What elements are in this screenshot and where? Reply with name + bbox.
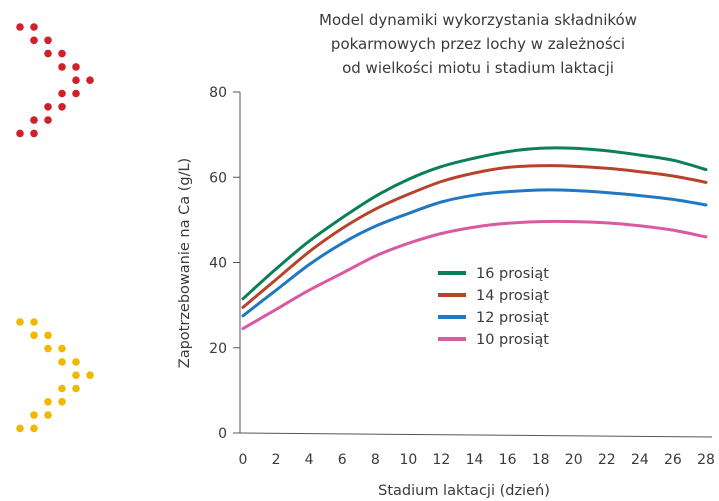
legend: 16 prosiąt 14 prosiąt 12 prosiąt 10 prosiąt (438, 266, 549, 348)
decorative-dot (72, 89, 80, 98)
legend-label: 16 prosiąt (476, 266, 549, 282)
decorative-dot (16, 23, 24, 31)
x-tick-label: 6 (338, 452, 347, 468)
x-tick-label: 4 (305, 452, 314, 468)
decorative-dot (58, 103, 66, 111)
decorative-dot (30, 23, 38, 31)
chart-title-line-2: pokarmowych przez lochy w zależności (331, 35, 625, 53)
x-tick-label: 18 (532, 452, 550, 468)
decorative-dot (30, 411, 38, 419)
chart-title-line-1: Model dynamiki wykorzystania składników (319, 11, 637, 29)
legend-label: 12 prosiąt (476, 310, 549, 326)
x-tick-label: 8 (371, 452, 380, 468)
decorative-dot (86, 371, 94, 380)
x-tick-label: 0 (239, 452, 248, 468)
x-tick-label: 10 (399, 452, 417, 468)
series-line-1 (241, 164, 708, 309)
legend-label: 10 prosiąt (476, 332, 549, 348)
chart-title-line-3: od wielkości miotu i stadium laktacji (342, 59, 614, 77)
decorative-dot (30, 36, 38, 45)
decorative-dot (30, 424, 38, 433)
decorative-dot (44, 49, 52, 58)
decorative-dot (30, 116, 38, 124)
y-tick-label: 80 (209, 85, 227, 101)
series-lines (241, 146, 708, 331)
decorative-dot (58, 49, 66, 58)
decorative-dot (44, 116, 52, 124)
series-line-3 (241, 219, 708, 331)
y-tick-label: 20 (209, 341, 227, 357)
decorative-dot (58, 358, 66, 366)
legend-label: 14 prosiąt (476, 288, 549, 304)
y-axis-label: Zapotrzebowanie na Ca (g/L) (177, 158, 193, 368)
x-tick-label: 26 (664, 452, 682, 468)
x-tick-label: 20 (565, 452, 583, 468)
decorative-dot (16, 129, 24, 138)
decorative-dot (58, 344, 66, 353)
decorative-dot (44, 398, 52, 406)
decorative-dot (72, 371, 80, 380)
decorative-dot (30, 331, 38, 340)
series-line-2 (241, 188, 708, 318)
decorative-dot (58, 398, 66, 406)
x-tick-label: 2 (272, 452, 281, 468)
decorative-dot (44, 36, 52, 45)
x-tick-label: 24 (631, 452, 649, 468)
decorative-dot (30, 129, 38, 138)
x-axis-ticks: 0 2 4 6 8 10 12 14 16 18 20 22 24 26 28 (239, 452, 715, 468)
decorative-dot (86, 76, 94, 84)
x-tick-label: 22 (598, 452, 616, 468)
x-axis-label: Stadium laktacji (dzień) (378, 483, 550, 499)
decorative-dot (58, 89, 66, 98)
y-tick-label: 0 (218, 426, 227, 442)
decorative-dot (30, 318, 38, 326)
series-line-0 (241, 146, 708, 301)
decorative-dot (44, 411, 52, 419)
decorative-dot (16, 318, 24, 326)
x-tick-label: 16 (499, 452, 517, 468)
decorative-dot (44, 331, 52, 340)
x-tick-label: 28 (697, 452, 715, 468)
decorative-dot (58, 384, 66, 393)
decorative-dot (72, 76, 80, 84)
decorative-dot (16, 424, 24, 433)
decorative-dots-red (16, 23, 94, 138)
decorative-dot (72, 63, 80, 71)
y-tick-label: 60 (209, 170, 227, 186)
x-axis-line (239, 432, 713, 438)
decorative-dot (72, 384, 80, 393)
chart-title: Model dynamiki wykorzystania składników … (319, 11, 637, 77)
decorative-dot (72, 358, 80, 366)
y-tick-label: 40 (209, 256, 227, 272)
x-tick-label: 12 (433, 452, 451, 468)
decorative-dot (44, 344, 52, 353)
x-tick-label: 14 (466, 452, 484, 468)
decorative-dot (44, 103, 52, 111)
decorative-dot (58, 63, 66, 71)
decorative-dots-yellow (16, 318, 94, 433)
y-axis-ticks: 0 20 40 60 80 (209, 85, 240, 442)
